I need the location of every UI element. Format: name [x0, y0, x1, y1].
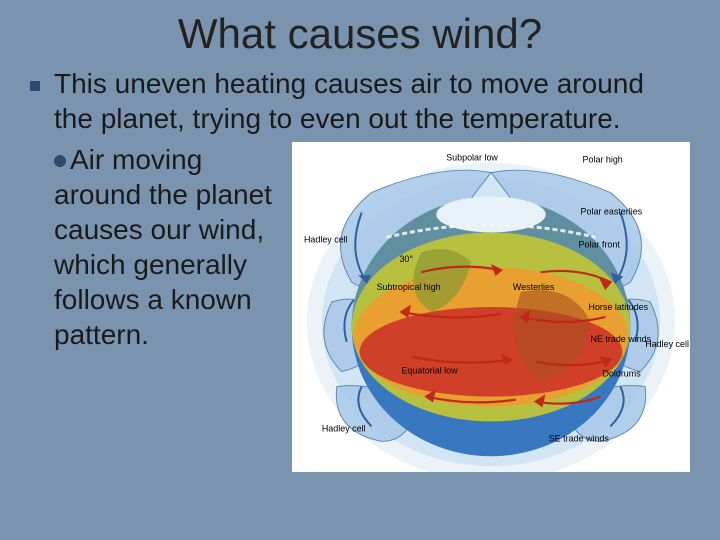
- paragraph-1: This uneven heating causes air to move a…: [54, 66, 690, 136]
- bullet-col: [30, 66, 54, 472]
- label-equatorial-low: Equatorial low: [401, 366, 458, 376]
- label-subpolar-low: Subpolar low: [446, 153, 498, 163]
- lower-row: Air moving around the planet causes our …: [54, 142, 690, 472]
- globe-diagram: Subpolar low Polar high Polar easterlies…: [292, 142, 690, 472]
- label-horse-latitudes: Horse latitudes: [589, 302, 649, 312]
- label-thirty: 30°: [399, 254, 413, 264]
- label-hadley-cell-bl: Hadley cell: [322, 423, 366, 433]
- sub-paragraph: Air moving around the planet causes our …: [54, 142, 292, 352]
- label-subtropical-high: Subtropical high: [377, 282, 441, 292]
- label-doldrums: Doldrums: [602, 369, 641, 379]
- slide: What causes wind? This uneven heating ca…: [0, 0, 720, 540]
- label-se-trade: SE trade winds: [549, 433, 610, 443]
- label-hadley-cell-r: Hadley cell: [645, 339, 689, 349]
- body-row: This uneven heating causes air to move a…: [30, 66, 690, 472]
- label-hadley-cell-l: Hadley cell: [304, 234, 348, 244]
- label-polar-front: Polar front: [579, 239, 621, 249]
- text-col: This uneven heating causes air to move a…: [54, 66, 690, 472]
- slide-title: What causes wind?: [30, 10, 690, 58]
- label-westerlies: Westerlies: [513, 282, 555, 292]
- square-bullet-icon: [30, 81, 40, 91]
- label-ne-trade: NE trade winds: [591, 334, 652, 344]
- label-polar-easterlies: Polar easterlies: [581, 206, 643, 216]
- globe-svg: Subpolar low Polar high Polar easterlies…: [292, 142, 690, 472]
- circle-bullet-icon: [54, 155, 66, 167]
- sub-text-content: Air moving around the planet causes our …: [54, 144, 272, 350]
- label-polar-high: Polar high: [583, 155, 623, 165]
